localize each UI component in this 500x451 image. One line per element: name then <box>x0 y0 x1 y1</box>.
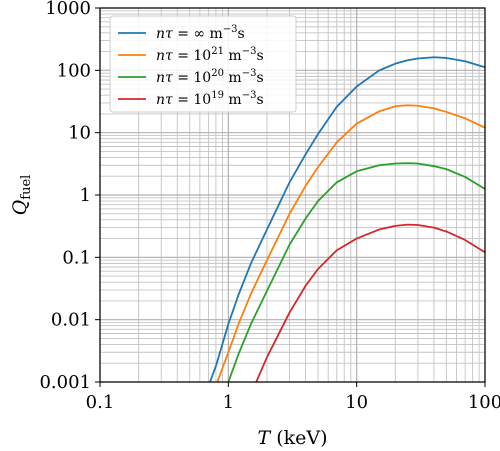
series-line-3 <box>227 162 486 383</box>
y-tick-label: 0.001 <box>39 372 91 393</box>
x-axis-unit: (keV) <box>276 427 327 449</box>
legend-entries: nτ = ∞ m−3s nτ = 1021 m−3s nτ = 1020 m−3s n… <box>118 24 264 108</box>
x-tick-label: 1 <box>223 392 234 413</box>
y-tick-label: 0.1 <box>62 247 91 268</box>
series-layer <box>209 56 486 383</box>
y-axis-ticks: 0.001 0.01 0.1 1 10 100 1000 <box>39 0 100 393</box>
y-axis-label: Qfuel <box>9 175 34 216</box>
series-line-4 <box>255 223 486 383</box>
x-axis-label: T (keV) <box>257 427 327 449</box>
legend-label-4: nτ = 1019 m−3s <box>156 90 264 108</box>
y-tick-label: 1000 <box>45 0 91 19</box>
legend: nτ = ∞ m−3s nτ = 1021 m−3s nτ = 1020 m−3s n… <box>109 15 297 113</box>
x-axis-symbol: T <box>257 427 271 449</box>
y-axis-subscript: fuel <box>19 175 34 200</box>
x-axis-ticks: 0.1 1 10 100 <box>86 382 500 413</box>
y-tick-label: 10 <box>68 123 91 144</box>
series-line-2 <box>216 104 486 383</box>
y-tick-label: 1 <box>80 185 91 206</box>
legend-label-2: nτ = 1021 m−3s <box>156 46 264 64</box>
legend-box <box>109 15 297 113</box>
y-tick-label: 0.01 <box>51 310 91 331</box>
x-tick-label: 100 <box>468 392 500 413</box>
legend-label-3: nτ = 1020 m−3s <box>156 68 264 86</box>
legend-label-1: nτ = ∞ m−3s <box>156 24 245 42</box>
x-tick-label: 10 <box>345 392 368 413</box>
x-tick-label: 0.1 <box>86 392 115 413</box>
series-line-1 <box>209 56 486 383</box>
y-axis-symbol: Q <box>9 200 31 216</box>
y-tick-label: 100 <box>57 60 91 81</box>
